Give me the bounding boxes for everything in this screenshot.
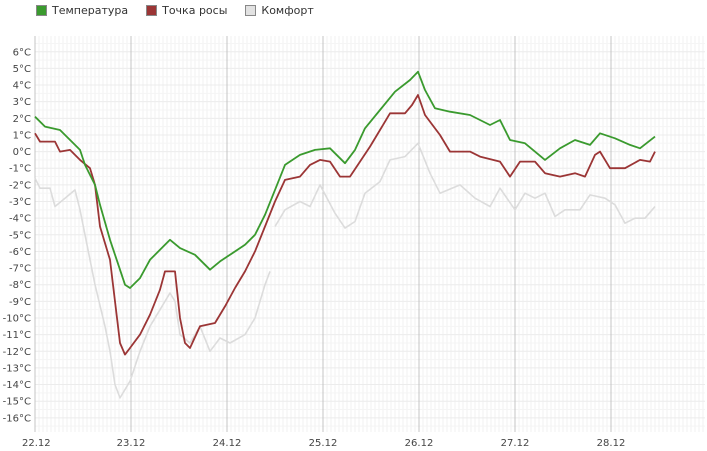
- legend-label-temperature: Температура: [52, 4, 129, 17]
- y-tick-label: -10°C: [3, 314, 31, 325]
- y-tick-label: -3°C: [9, 197, 31, 208]
- series-line-dew-point: [34, 94, 656, 356]
- x-tick-label: 26.12: [405, 438, 434, 449]
- x-tick-label: 27.12: [501, 438, 530, 449]
- y-tick-label: 4°C: [13, 81, 31, 92]
- y-tick-label: 0°C: [13, 147, 31, 158]
- x-tick-label: 22.12: [22, 438, 51, 449]
- legend-swatch-comfort: [245, 5, 257, 16]
- series-line-comfort: [274, 142, 656, 229]
- y-tick-label: 5°C: [13, 64, 31, 75]
- y-tick-label: -12°C: [3, 347, 31, 358]
- legend-item-temperature[interactable]: Температура: [36, 4, 128, 17]
- y-tick-label: -7°C: [9, 264, 31, 275]
- series-line-comfort: [34, 177, 271, 399]
- x-tick-label: 28.12: [597, 438, 626, 449]
- y-tick-label: 6°C: [13, 47, 31, 58]
- legend-swatch-dew-point: [146, 5, 158, 16]
- y-tick-label: -5°C: [9, 230, 31, 241]
- y-tick-label: -6°C: [9, 247, 31, 258]
- y-tick-label: 1°C: [13, 130, 31, 141]
- legend-item-comfort[interactable]: Комфорт: [245, 4, 314, 17]
- legend: Температура Точка росы Комфорт: [36, 4, 314, 17]
- y-tick-label: -11°C: [3, 330, 31, 341]
- y-tick-label: -15°C: [3, 397, 31, 408]
- y-tick-label: -13°C: [3, 363, 31, 374]
- x-tick-label: 25.12: [309, 438, 338, 449]
- x-tick-label: 23.12: [117, 438, 146, 449]
- y-tick-label: 3°C: [13, 97, 31, 108]
- y-tick-label: -8°C: [9, 280, 31, 291]
- legend-item-dew-point[interactable]: Точка росы: [146, 4, 227, 17]
- y-tick-label: -14°C: [3, 380, 31, 391]
- y-tick-label: 2°C: [13, 114, 31, 125]
- x-tick-label: 24.12: [213, 438, 242, 449]
- y-tick-label: -1°C: [9, 164, 31, 175]
- legend-swatch-temperature: [36, 5, 47, 16]
- y-tick-label: -4°C: [9, 214, 31, 225]
- y-tick-label: -9°C: [9, 297, 31, 308]
- series-line-temperature: [34, 70, 656, 289]
- y-tick-label: -16°C: [3, 413, 31, 424]
- y-tick-label: -2°C: [9, 180, 31, 191]
- legend-label-dew-point: Точка росы: [162, 4, 228, 17]
- legend-label-comfort: Комфорт: [261, 4, 314, 17]
